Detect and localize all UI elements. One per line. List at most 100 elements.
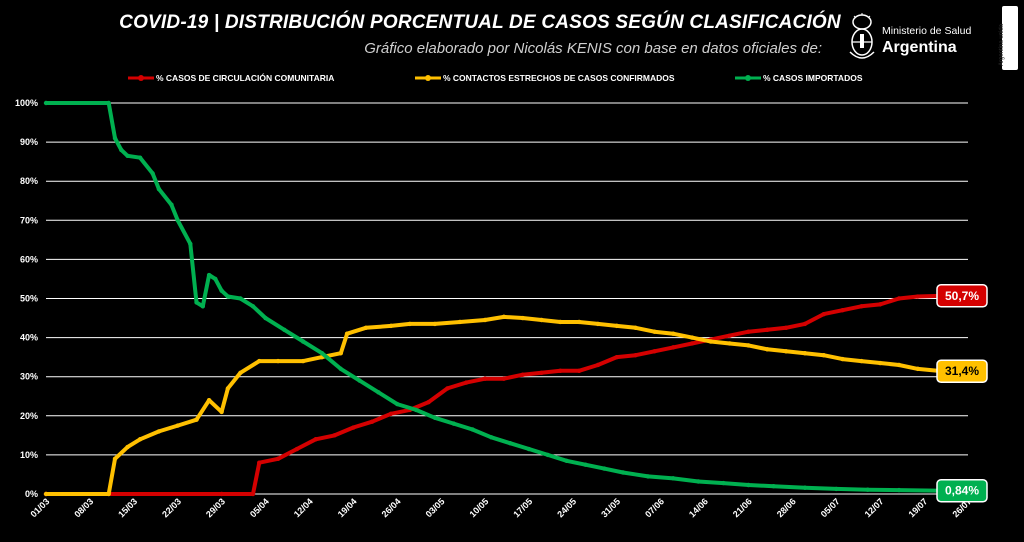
data-point xyxy=(834,486,839,492)
data-point xyxy=(219,491,224,497)
data-point xyxy=(169,202,174,207)
chart-subtitle: Gráfico elaborado por Nicolás KENIS con … xyxy=(364,40,822,57)
data-point xyxy=(746,343,751,348)
data-point xyxy=(783,349,789,354)
x-tick-label: 19/07 xyxy=(907,496,930,519)
data-point xyxy=(257,358,262,364)
legend-label: % CONTACTOS ESTRECHOS DE CASOS CONFIRMAD… xyxy=(443,73,675,83)
data-point xyxy=(671,476,676,481)
data-point xyxy=(765,347,770,352)
data-point xyxy=(175,423,180,428)
data-point xyxy=(313,437,318,442)
data-point xyxy=(457,319,463,325)
data-point xyxy=(106,100,111,106)
data-point xyxy=(238,370,243,375)
data-point xyxy=(388,323,394,329)
x-axis: 01/03 08/03 15/03 22/03 29/03 05/04 12/04 19/04… xyxy=(28,496,973,519)
country-name: Argentina xyxy=(882,39,957,56)
data-point xyxy=(859,358,864,364)
data-point xyxy=(150,171,155,176)
end-value-box xyxy=(936,478,988,503)
data-point xyxy=(175,218,180,223)
data-point xyxy=(727,333,732,338)
x-tick-label: 28/06 xyxy=(775,496,798,519)
data-point xyxy=(470,427,475,432)
data-point xyxy=(645,474,651,479)
grid xyxy=(46,102,968,495)
data-point xyxy=(614,323,619,329)
x-tick-label: 15/03 xyxy=(116,496,139,519)
y-tick-label: 50% xyxy=(20,294,38,304)
data-point xyxy=(564,458,569,463)
data-point xyxy=(257,460,262,465)
data-point xyxy=(194,300,199,305)
data-point xyxy=(558,368,563,374)
data-point xyxy=(821,311,826,317)
data-point xyxy=(620,470,626,475)
data-point xyxy=(300,358,306,364)
data-point xyxy=(112,135,118,141)
data-point xyxy=(125,444,130,450)
data-point xyxy=(633,352,638,358)
end-value-label: 0,84% xyxy=(945,484,979,498)
data-point xyxy=(545,452,550,458)
data-point xyxy=(137,437,143,442)
data-point xyxy=(219,409,224,415)
legend-marker xyxy=(745,75,751,81)
data-point xyxy=(156,186,162,192)
data-point xyxy=(520,372,525,377)
x-tick-label: 05/04 xyxy=(248,496,271,519)
y-tick-label: 30% xyxy=(20,372,38,382)
data-point xyxy=(119,147,124,153)
data-point xyxy=(671,331,676,336)
x-tick-label: 07/06 xyxy=(643,496,666,519)
data-point xyxy=(357,378,362,383)
data-point xyxy=(602,466,607,471)
data-point xyxy=(595,321,601,327)
data-point xyxy=(896,296,902,301)
data-point xyxy=(896,362,902,368)
side-tab-label: Argentina unida xyxy=(999,23,1005,66)
x-tick-label: 08/03 xyxy=(72,496,95,519)
data-point xyxy=(106,491,111,497)
data-point xyxy=(558,319,563,325)
data-point xyxy=(727,341,732,346)
data-point xyxy=(445,386,450,391)
data-point xyxy=(576,319,582,325)
data-point xyxy=(213,276,218,282)
data-point xyxy=(721,480,726,486)
series-line xyxy=(46,293,943,496)
data-point xyxy=(332,433,337,438)
data-point xyxy=(351,425,356,430)
data-point xyxy=(363,325,369,331)
x-tick-label: 01/03 xyxy=(28,496,51,519)
data-point xyxy=(250,304,256,309)
data-point xyxy=(206,272,212,278)
end-value-box xyxy=(936,284,988,308)
data-point xyxy=(877,360,883,366)
data-point xyxy=(633,325,638,331)
end-value-label: 31,4% xyxy=(945,364,979,378)
data-point xyxy=(388,411,394,417)
data-point xyxy=(344,331,350,336)
y-tick-label: 100% xyxy=(15,98,38,108)
data-point xyxy=(137,155,143,160)
data-point xyxy=(746,482,751,488)
y-tick-label: 70% xyxy=(20,215,38,225)
data-point xyxy=(275,456,281,462)
data-point xyxy=(225,386,231,391)
data-point xyxy=(507,440,513,446)
end-labels: 50,7% 31,4% 0,84% xyxy=(936,284,988,503)
argentina-coat-of-arms-icon xyxy=(849,13,875,59)
x-tick-label: 12/04 xyxy=(292,496,315,519)
x-tick-label: 03/05 xyxy=(424,496,447,519)
data-point xyxy=(877,302,883,307)
data-point xyxy=(746,329,751,334)
data-point xyxy=(225,294,231,299)
data-point xyxy=(783,325,789,331)
x-tick-label: 14/06 xyxy=(687,496,710,519)
series-line xyxy=(46,314,944,496)
data-point xyxy=(300,339,306,344)
x-tick-label: 05/07 xyxy=(819,496,842,519)
data-point xyxy=(501,376,507,381)
